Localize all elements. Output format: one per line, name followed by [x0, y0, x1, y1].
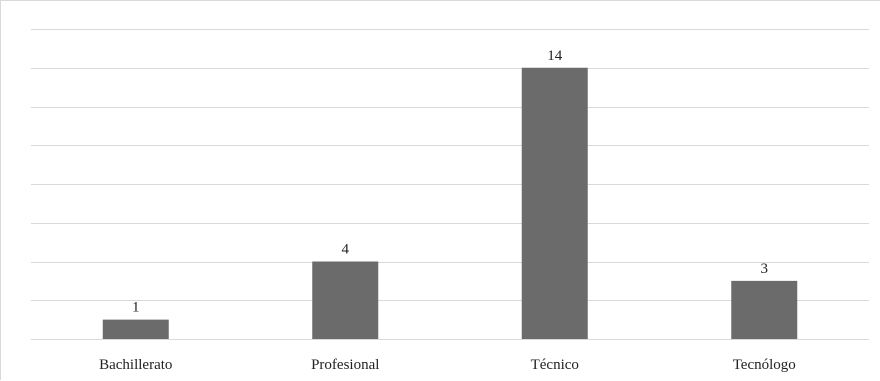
x-tick-label-técnico: Técnico [531, 357, 579, 373]
category-tick-labels: Bachillerato Profesional Técnico Tecnólogo [99, 357, 796, 373]
bar-profesional [312, 261, 379, 339]
gridlines [31, 29, 869, 340]
bar-tecnólogo [731, 280, 798, 339]
bar-técnico [521, 67, 588, 339]
data-label-tecnólogo: 3 [761, 261, 769, 277]
bar-bachillerato [102, 319, 169, 339]
bars [102, 67, 798, 339]
x-tick-label-tecnólogo: Tecnólogo [733, 357, 796, 373]
x-tick-label-bachillerato: Bachillerato [99, 357, 172, 373]
data-label-bachillerato: 1 [132, 300, 140, 316]
x-tick-label-profesional: Profesional [311, 357, 379, 373]
data-label-profesional: 4 [342, 242, 350, 258]
data-label-técnico: 14 [547, 48, 563, 64]
